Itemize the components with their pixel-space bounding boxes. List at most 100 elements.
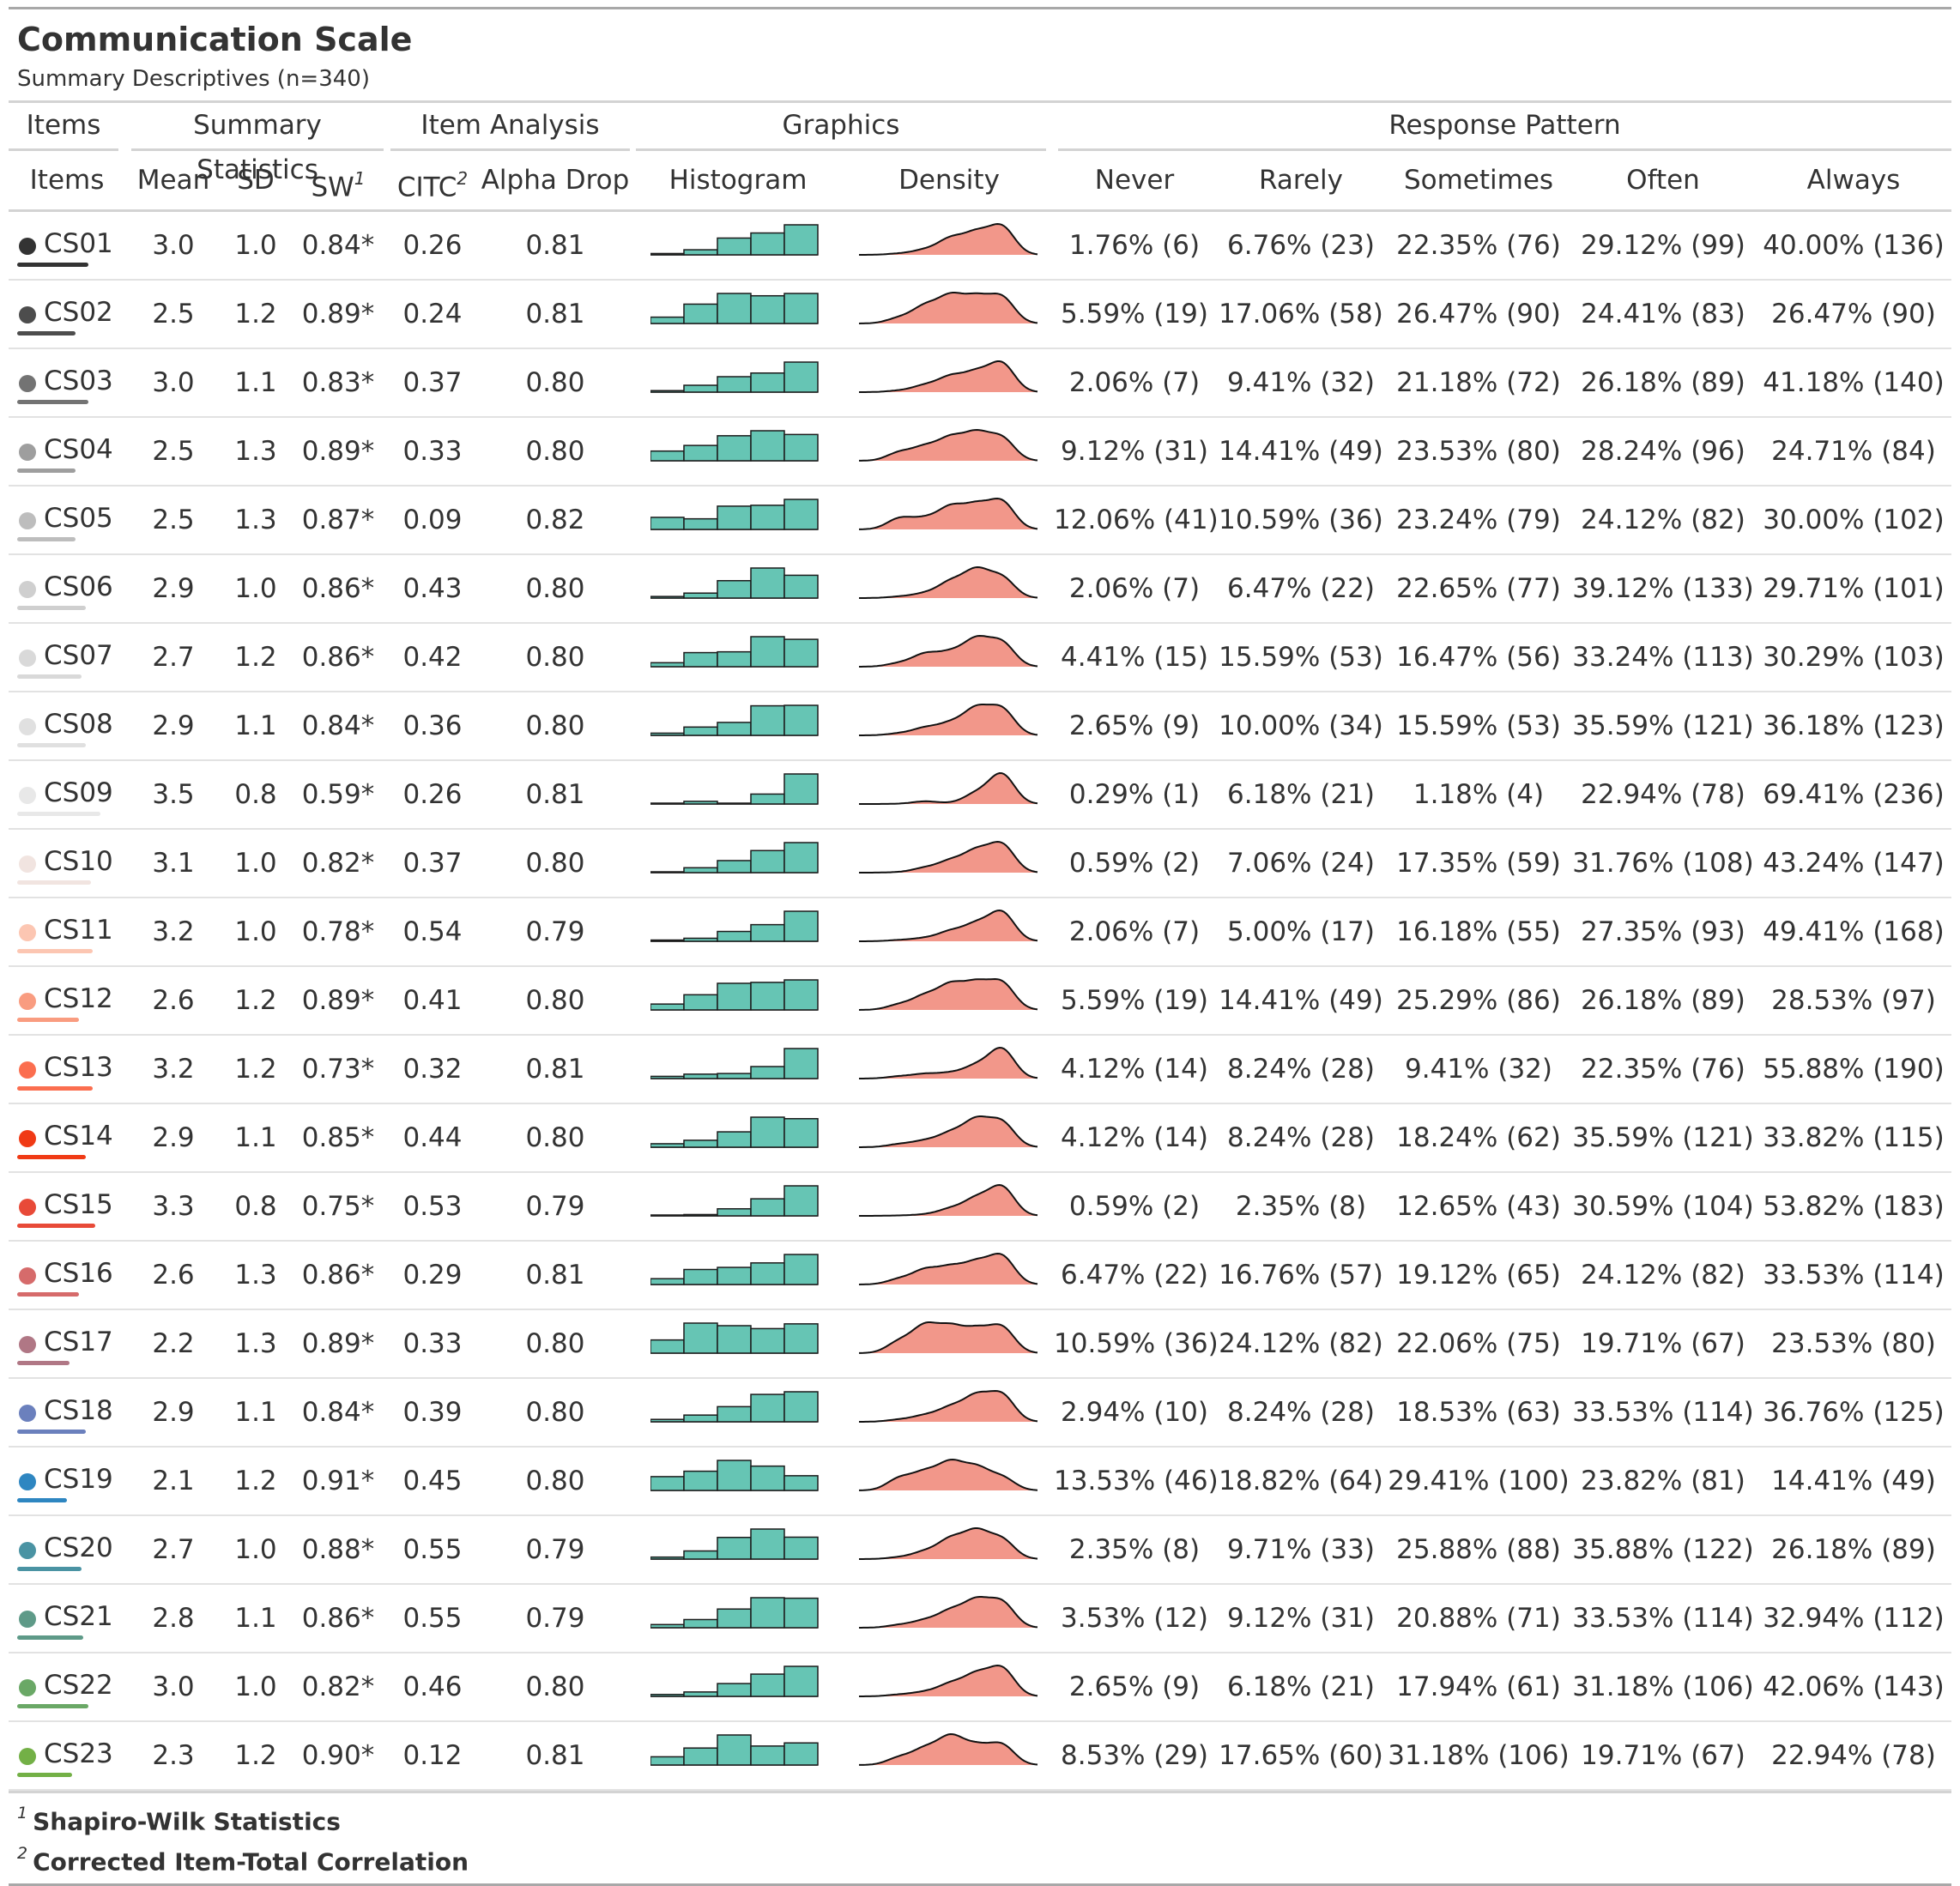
histogram-bar-always [783, 1597, 819, 1629]
histogram-bar-never [650, 1143, 685, 1148]
cell-sometimes: 22.35% (76) [1396, 230, 1561, 261]
cell-sw: 0.89* [301, 1328, 375, 1359]
density-curve [859, 1115, 1038, 1148]
cell-often: 22.35% (76) [1581, 1054, 1745, 1085]
density-area [859, 1665, 1037, 1696]
item-cell: CS15 [9, 1173, 125, 1240]
cell-alpha: 0.81 [525, 1054, 585, 1085]
histogram-bar-rarely [683, 1213, 718, 1217]
cell-often: 31.76% (108) [1572, 848, 1754, 879]
cell-rarely: 6.76% (23) [1227, 230, 1375, 261]
item-color-dot [19, 718, 36, 735]
spanner-label: Item Analysis [420, 110, 600, 141]
histogram-bar-rarely [683, 1691, 718, 1697]
item-label: CS16 [44, 1258, 113, 1289]
histogram-bar-never [650, 1075, 685, 1079]
table-row: CS14 2.9 1.1 0.85* 0.44 0.80 4.12% (14) 8.24% (… [9, 1104, 1951, 1173]
density-curve [859, 771, 1038, 805]
item-label: CS20 [44, 1532, 113, 1563]
header-sw: SW1 [290, 153, 386, 209]
cell-always: 55.88% (190) [1763, 1054, 1945, 1085]
cell-rarely: 6.18% (21) [1227, 1671, 1375, 1702]
item-label: CS19 [44, 1464, 113, 1495]
cell-always: 41.18% (140) [1763, 367, 1945, 398]
header-sd: SD [237, 165, 275, 196]
table-row: CS11 3.2 1.0 0.78* 0.54 0.79 2.06% (7) 5.00% (1… [9, 898, 1951, 967]
item-cell: CS16 [9, 1242, 125, 1309]
histogram-bar-never [650, 1339, 685, 1354]
footnote-mark: 2 [17, 1844, 28, 1864]
histogram-bar-often [750, 849, 785, 873]
cell-citc: 0.33 [402, 1328, 463, 1359]
cell-sd: 1.1 [234, 367, 277, 398]
item-color-dot [19, 1199, 36, 1216]
cell-citc: 0.42 [402, 642, 463, 673]
item-mean-bar [17, 263, 88, 267]
density-area [859, 1185, 1037, 1216]
histogram-bar-always [783, 910, 819, 942]
item-label: CS05 [44, 503, 113, 534]
table-bottom-rule [9, 1883, 1951, 1886]
cell-often: 35.88% (122) [1572, 1534, 1754, 1565]
histogram-bar-sometimes [717, 1683, 752, 1697]
cell-alpha: 0.81 [525, 1740, 585, 1771]
density-area [859, 1322, 1037, 1353]
histogram-bar-often [750, 704, 785, 736]
header-histogram: Histogram [668, 165, 808, 196]
histogram-bar-sometimes [717, 1608, 752, 1629]
cell-citc: 0.37 [402, 367, 463, 398]
histogram-bar-never [650, 1556, 685, 1560]
table-row: CS01 3.0 1.0 0.84* 0.26 0.81 1.76% (6) 6.76% (2… [9, 212, 1951, 281]
item-mean-bar [17, 1292, 79, 1297]
histogram-chart [650, 224, 819, 256]
histogram-chart [650, 1185, 819, 1217]
body-bottom-rule [9, 1791, 1951, 1793]
item-label: CS01 [44, 228, 113, 259]
cell-citc: 0.32 [402, 1054, 463, 1085]
histogram-bar-sometimes [717, 1131, 752, 1148]
spanner-item-analysis: Item Analysis [390, 103, 630, 151]
header-citc-footnote-mark: 2 [457, 168, 469, 189]
cell-mean: 2.3 [152, 1740, 195, 1771]
cell-rarely: 2.35% (8) [1235, 1191, 1367, 1222]
item-color-dot [19, 444, 36, 461]
density-area [859, 704, 1037, 735]
item-color-dot [19, 650, 36, 667]
item-cell: CS04 [9, 418, 125, 485]
histogram-bar-often [750, 1465, 785, 1491]
histogram-bar-often [750, 1745, 785, 1766]
histogram-bar-rarely [683, 444, 718, 462]
density-curve [858, 977, 1038, 1011]
histogram-chart [650, 1254, 819, 1285]
item-color-dot [19, 787, 36, 804]
cell-sw: 0.87* [301, 505, 375, 535]
histogram-bar-always [783, 1185, 819, 1217]
cell-alpha: 0.81 [525, 230, 585, 261]
cell-often: 19.71% (67) [1581, 1328, 1745, 1359]
cell-never: 0.59% (2) [1068, 848, 1201, 879]
cell-never: 6.47% (22) [1061, 1260, 1208, 1291]
table-row: CS19 2.1 1.2 0.91* 0.45 0.80 13.53% (46) 18.82%… [9, 1448, 1951, 1516]
item-cell: CS06 [9, 555, 125, 622]
histogram-bar-never [650, 1278, 685, 1285]
cell-always: 22.94% (78) [1771, 1740, 1936, 1771]
histogram-bar-always [783, 361, 819, 393]
cell-always: 33.53% (114) [1763, 1260, 1945, 1291]
item-color-dot [19, 1473, 36, 1490]
item-label: CS21 [44, 1601, 113, 1632]
cell-sometimes: 17.35% (59) [1396, 848, 1561, 879]
histogram-bar-often [750, 1198, 785, 1217]
histogram-chart [650, 1116, 819, 1148]
density-chart [859, 1596, 1038, 1629]
item-label: CS15 [44, 1189, 113, 1220]
item-label: CS11 [44, 915, 113, 946]
density-area [859, 1597, 1037, 1628]
density-chart [859, 1732, 1038, 1766]
cell-never: 0.59% (2) [1068, 1191, 1201, 1222]
item-cell: CS09 [9, 761, 125, 828]
histogram-bar-never [650, 1418, 685, 1423]
table-row: CS12 2.6 1.2 0.89* 0.41 0.80 5.59% (19) 14.41% … [9, 967, 1951, 1036]
cell-sometimes: 31.18% (106) [1388, 1740, 1570, 1771]
table-row: CS10 3.1 1.0 0.82* 0.37 0.80 0.59% (2) 7.06% (2… [9, 830, 1951, 898]
histogram-bar-rarely [683, 517, 718, 530]
